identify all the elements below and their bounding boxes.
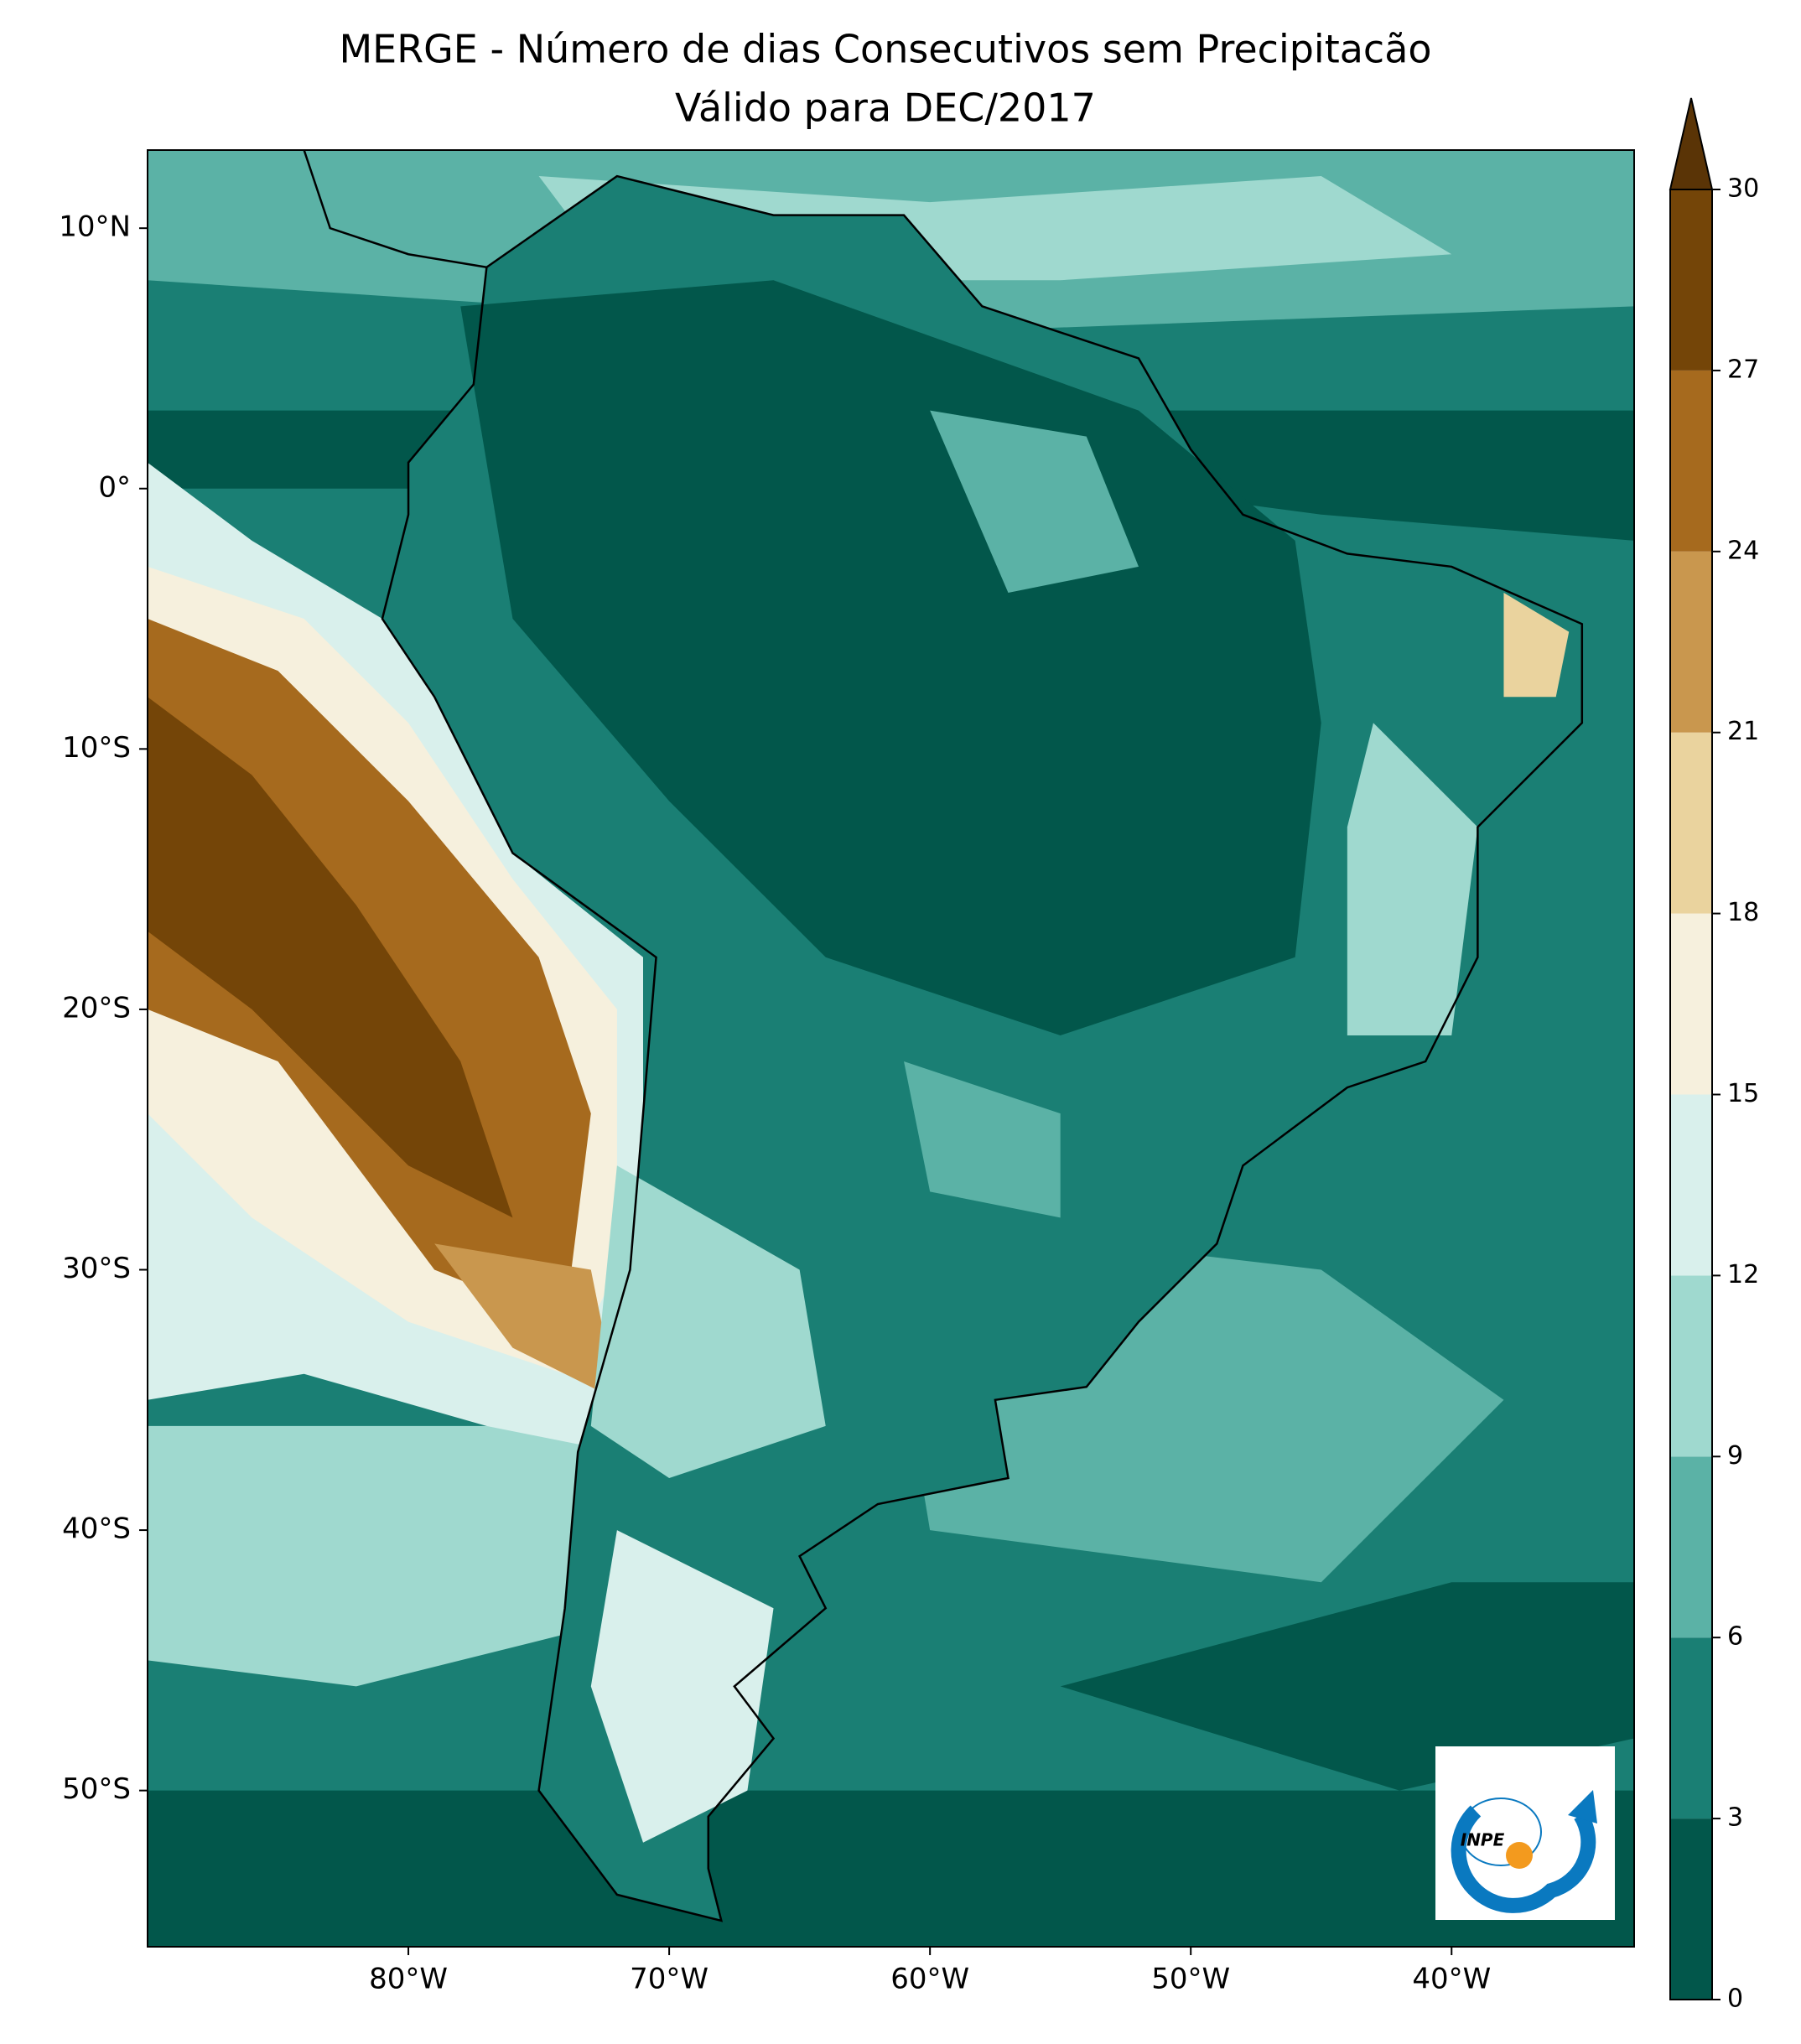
- x-tick-label: 60°W: [890, 1963, 969, 1996]
- colorbar-tick-label: 15: [1727, 1079, 1759, 1108]
- coastline: [381, 174, 1584, 1922]
- colorbar-segment: [1670, 732, 1712, 914]
- colorbar-segment: [1670, 1818, 1712, 2000]
- colorbar-extend: [1669, 97, 1714, 190]
- colorbar-segment: [1670, 1094, 1712, 1276]
- colorbar-tick-label: 21: [1727, 717, 1759, 746]
- inpe-logo: INPE: [1435, 1746, 1615, 1920]
- colorbar-segment: [1670, 370, 1712, 552]
- y-tick-label: 20°S: [62, 991, 131, 1025]
- field-patch: [460, 280, 1321, 1035]
- y-tick-label: 30°S: [62, 1252, 131, 1285]
- field-patch: [1060, 1582, 1634, 1791]
- colorbar-segment: [1670, 1637, 1712, 1819]
- map-frame: [147, 149, 1635, 1948]
- x-tick-label: 50°W: [1151, 1963, 1230, 1996]
- colorbar-tick-label: 12: [1727, 1260, 1759, 1289]
- field-patch: [590, 1165, 826, 1478]
- logo-text: INPE: [1461, 1830, 1505, 1850]
- map-area: [148, 150, 1634, 1947]
- colorbar-segment: [1670, 551, 1712, 733]
- field-patch: [1503, 592, 1570, 698]
- field-patch: [1347, 723, 1478, 1035]
- y-tick-label: 0°: [98, 470, 131, 504]
- field-patch: [904, 1061, 1061, 1218]
- logo-arrow: [1568, 1790, 1597, 1824]
- colorbar-segment: [1670, 189, 1712, 371]
- coastline: [303, 150, 487, 268]
- colorbar-tick-label: 0: [1727, 1984, 1743, 2014]
- colorbar-tick-label: 9: [1727, 1441, 1743, 1471]
- colorbar-tick-label: 18: [1727, 898, 1759, 927]
- map-subtitle: Válido para DEC/2017: [675, 86, 1096, 131]
- y-tick-label: 10°S: [62, 731, 131, 765]
- field-patch: [590, 1530, 774, 1843]
- colorbar-segment: [1670, 913, 1712, 1095]
- y-tick-label: 40°S: [62, 1512, 131, 1546]
- field-patch: [148, 697, 513, 1218]
- y-tick-label: 10°N: [59, 210, 131, 244]
- field-patch: [930, 410, 1139, 593]
- x-tick-label: 80°W: [369, 1963, 448, 1996]
- colorbar-tick-label: 27: [1727, 355, 1759, 384]
- logo-sun: [1506, 1842, 1533, 1869]
- colorbar-segment: [1670, 1275, 1712, 1457]
- logo-orbit: [1460, 1798, 1542, 1866]
- field-patch: [148, 1790, 1634, 1947]
- colorbar-tick-label: 3: [1727, 1803, 1743, 1833]
- colorbar-tick-label: 6: [1727, 1622, 1743, 1652]
- colorbar-tick-label: 24: [1727, 536, 1759, 565]
- x-tick-label: 70°W: [630, 1963, 708, 1996]
- colorbar-tick-label: 30: [1727, 174, 1759, 204]
- field-patch: [434, 1243, 617, 1400]
- logo-arc: [1451, 1805, 1596, 1913]
- field-patch: [148, 1425, 617, 1687]
- x-tick-label: 40°W: [1412, 1963, 1491, 1996]
- colorbar-segment: [1670, 1456, 1712, 1638]
- y-tick-label: 50°S: [62, 1772, 131, 1806]
- map-title: MERGE - Número de dias Consecutivos sem …: [339, 27, 1431, 72]
